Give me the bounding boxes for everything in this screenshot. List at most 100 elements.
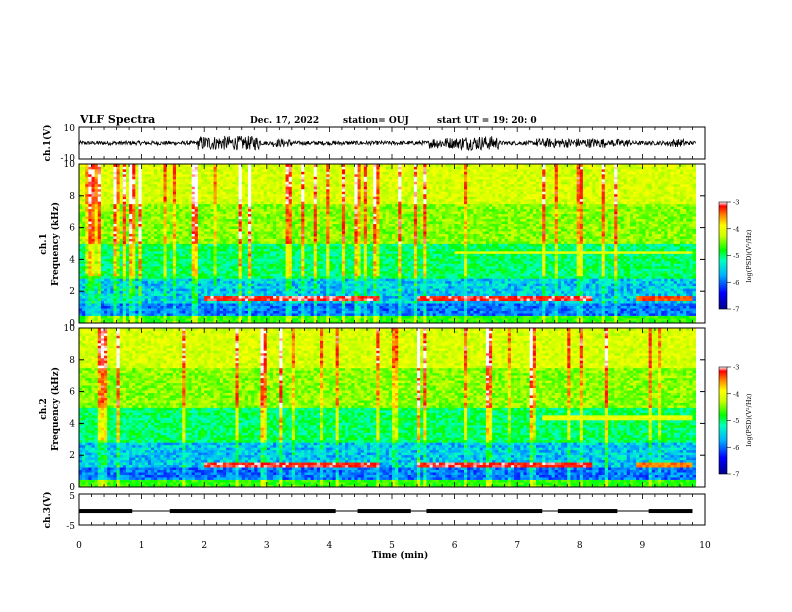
spectrogram-cell bbox=[157, 166, 161, 169]
spectrogram-cell bbox=[251, 298, 255, 301]
spectrogram-cell bbox=[151, 296, 155, 299]
spectrogram-cell bbox=[157, 276, 161, 279]
spectrogram-cell bbox=[110, 306, 114, 309]
spectrogram-cell bbox=[298, 298, 302, 301]
spectrogram-cell bbox=[85, 206, 89, 209]
spectrogram-cell bbox=[298, 306, 302, 309]
spectrogram-cell bbox=[98, 186, 102, 189]
spectrogram-cell bbox=[307, 191, 311, 194]
spectrogram-cell bbox=[270, 276, 274, 279]
spectrogram-cell bbox=[179, 296, 183, 299]
spectrogram-cell bbox=[170, 204, 174, 207]
spectrogram-cell bbox=[192, 271, 196, 274]
spectrogram-cell bbox=[173, 263, 177, 266]
spectrogram-cell bbox=[120, 231, 124, 234]
spectrogram-cell bbox=[185, 196, 189, 199]
spectrogram-cell bbox=[167, 286, 171, 289]
spectrogram-cell bbox=[107, 298, 111, 301]
spectrogram-cell bbox=[264, 316, 268, 319]
spectrogram-cell bbox=[317, 176, 321, 179]
spectrogram-cell bbox=[214, 184, 218, 187]
spectrogram-cell bbox=[298, 293, 302, 296]
spectrogram-cell bbox=[85, 189, 89, 192]
spectrogram-cell bbox=[239, 236, 243, 239]
spectrogram-cell bbox=[98, 288, 102, 291]
spectrogram-cell bbox=[117, 296, 121, 299]
spectrogram-cell bbox=[317, 244, 321, 247]
spectrogram-cell bbox=[273, 266, 277, 269]
spectrogram-cell bbox=[295, 273, 299, 276]
spectrogram-cell bbox=[292, 301, 296, 304]
spectrogram-cell bbox=[192, 281, 196, 284]
spectrogram-cell bbox=[198, 234, 202, 237]
spectrogram-cell bbox=[320, 288, 324, 291]
spectrogram-cell bbox=[132, 306, 136, 309]
spectrogram-cell bbox=[85, 244, 89, 247]
spectrogram-cell bbox=[248, 271, 252, 274]
spectrogram-cell bbox=[273, 191, 277, 194]
spectrogram-cell bbox=[232, 298, 236, 301]
spectrogram-cell bbox=[179, 221, 183, 224]
spectrogram-cell bbox=[176, 293, 180, 296]
spectrogram-cell bbox=[82, 288, 86, 291]
spectrogram-cell bbox=[179, 219, 183, 222]
spectrogram-cell bbox=[248, 206, 252, 209]
spectrogram-cell bbox=[226, 273, 230, 276]
ch1-spectrogram-panel: 0246810 ch.1 Frequency (kHz) -3-4-5-6-7 … bbox=[39, 160, 753, 329]
spectrogram-cell bbox=[123, 278, 127, 281]
spectrogram-cell bbox=[257, 288, 261, 291]
spectrogram-cell bbox=[101, 186, 105, 189]
spectrogram-cell bbox=[135, 258, 139, 261]
spectrogram-cell bbox=[129, 308, 133, 311]
spectrogram-cell bbox=[289, 231, 293, 234]
spectrogram-cell bbox=[242, 226, 246, 229]
spectrogram-cell bbox=[95, 201, 99, 204]
spectrogram-cell bbox=[104, 221, 108, 224]
spectrogram-cell bbox=[104, 251, 108, 254]
spectrogram-cell bbox=[245, 273, 249, 276]
spectrogram-cell bbox=[267, 211, 271, 214]
spectrogram-cell bbox=[185, 219, 189, 222]
spectrogram-cell bbox=[95, 226, 99, 229]
spectrogram-cell bbox=[113, 268, 117, 271]
spectrogram-cell bbox=[151, 273, 155, 276]
spectrogram-cell bbox=[239, 283, 243, 286]
spectrogram-cell bbox=[232, 276, 236, 279]
spectrogram-cell bbox=[248, 244, 252, 247]
spectrogram-cell bbox=[220, 278, 224, 281]
spectrogram-cell bbox=[273, 286, 277, 289]
spectrogram-cell bbox=[279, 226, 283, 229]
spectrogram-cell bbox=[182, 214, 186, 217]
spectrogram-cell bbox=[317, 174, 321, 177]
spectrogram-cell bbox=[123, 311, 127, 314]
spectrogram-cell bbox=[317, 291, 321, 294]
spectrogram-cell bbox=[320, 276, 324, 279]
spectrogram-cell bbox=[282, 221, 286, 224]
spectrogram-cell bbox=[289, 244, 293, 247]
spectrogram-cell bbox=[179, 281, 183, 284]
spectrogram-cell bbox=[257, 186, 261, 189]
spectrogram-cell bbox=[101, 184, 105, 187]
spectrogram-cell bbox=[167, 171, 171, 174]
spectrogram-cell bbox=[135, 186, 139, 189]
spectrogram-cell bbox=[279, 288, 283, 291]
spectrogram-cell bbox=[289, 179, 293, 182]
spectrogram-cell bbox=[170, 281, 174, 284]
spectrogram-cell bbox=[251, 206, 255, 209]
spectrogram-cell bbox=[317, 263, 321, 266]
spectrogram-cell bbox=[261, 236, 265, 239]
spectrogram-cell bbox=[157, 256, 161, 259]
spectrogram-cell bbox=[207, 318, 211, 321]
spectrogram-cell bbox=[220, 261, 224, 264]
spectrogram-cell bbox=[273, 301, 277, 304]
spectrogram-cell bbox=[251, 221, 255, 224]
spectrogram-cell bbox=[295, 234, 299, 237]
spectrogram-cell bbox=[226, 256, 230, 259]
spectrogram-cell bbox=[223, 244, 227, 247]
spectrogram-cell bbox=[113, 194, 117, 197]
spectrogram-cell bbox=[157, 246, 161, 249]
spectrogram-cell bbox=[314, 251, 318, 254]
spectrogram-cell bbox=[148, 191, 152, 194]
spectrogram-cell bbox=[229, 253, 233, 256]
spectrogram-cell bbox=[248, 181, 252, 184]
